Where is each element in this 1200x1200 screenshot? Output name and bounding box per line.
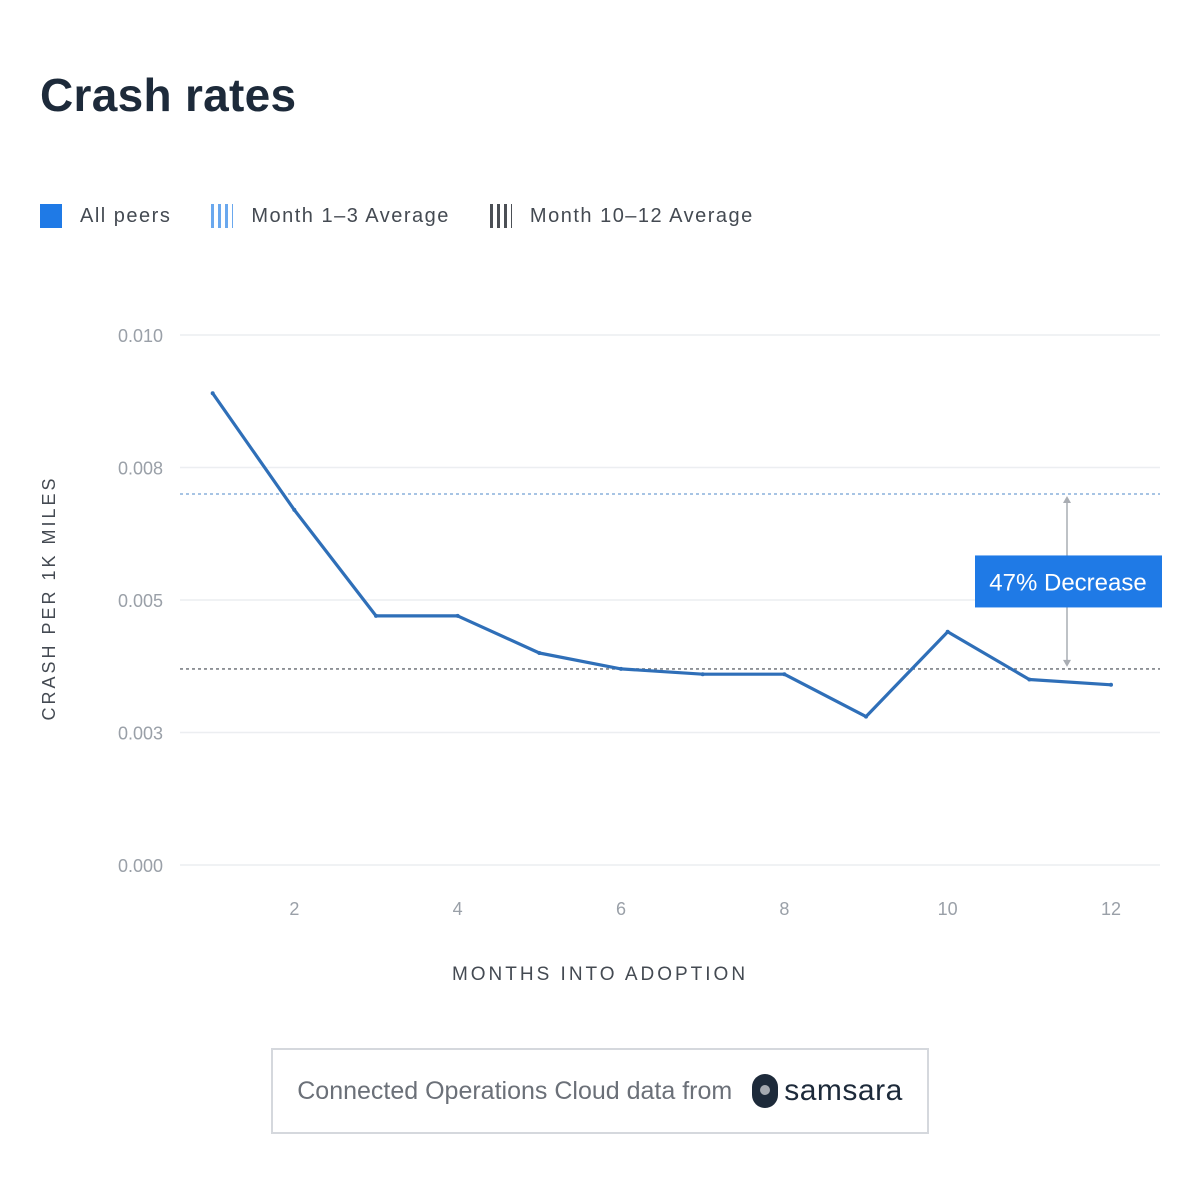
annotation-group: 47% Decrease: [975, 496, 1162, 667]
legend-item-month-1-3-average[interactable]: Month 1–3 Average: [211, 204, 450, 228]
legend-label-month-1-3: Month 1–3 Average: [251, 204, 450, 227]
legend-item-all-peers[interactable]: All peers: [40, 204, 171, 228]
y-tick-label: 0.000: [118, 856, 163, 876]
series-line-all-peers: [211, 391, 1113, 719]
legend-label-all-peers: All peers: [80, 204, 172, 227]
y-tick-label: 0.008: [118, 459, 163, 479]
chart-title: Crash rates: [40, 69, 297, 121]
data-point: [945, 629, 950, 634]
reference-lines: [180, 493, 1160, 670]
legend-swatch-month-1-3: [211, 204, 234, 228]
line-chart: 47% Decrease 0.000 0.003 0.005 0.008 0.010 2 4…: [39, 326, 1162, 985]
data-point: [455, 613, 460, 618]
x-tick-label: 12: [1101, 899, 1121, 919]
x-tick-label: 6: [616, 899, 626, 919]
y-tick-label: 0.003: [118, 724, 163, 744]
y-tick-label: 0.005: [118, 591, 163, 611]
legend-item-month-10-12-average[interactable]: Month 10–12 Average: [489, 204, 754, 228]
arrow-down-icon: [1063, 659, 1071, 667]
annotation-box: [975, 555, 1162, 608]
legend-swatch-all-peers: [40, 204, 62, 228]
data-point: [210, 391, 215, 396]
x-tick-label: 4: [453, 899, 463, 919]
annotation-label: 47% Decrease: [989, 569, 1146, 596]
legend-swatch-month-10-12: [489, 204, 512, 228]
brand-name: samsara: [784, 1074, 903, 1107]
tick-labels: 0.000 0.003 0.005 0.008 0.010 2 4 6 8 10 12: [118, 326, 1121, 919]
arrow-up-icon: [1063, 496, 1071, 503]
data-point: [1109, 682, 1113, 687]
footer-text: Connected Operations Cloud data from: [297, 1076, 733, 1105]
data-point: [374, 613, 378, 618]
samsara-mark-icon: [752, 1074, 779, 1108]
data-source-footer: Connected Operations Cloud data from sam…: [271, 1048, 929, 1134]
data-point: [864, 714, 868, 719]
y-axis-label: CRASH PER 1K MILES: [39, 475, 59, 720]
data-point: [619, 666, 623, 671]
data-point: [782, 672, 787, 677]
x-tick-label: 2: [289, 899, 299, 919]
data-point: [700, 672, 705, 677]
series-lines: [210, 391, 1113, 719]
legend-label-month-10-12: Month 10–12 Average: [529, 204, 754, 227]
data-point: [1027, 677, 1032, 682]
x-tick-label: 8: [779, 899, 789, 919]
chart-legend: All peers Month 1–3 Average Month 10–12 …: [40, 204, 794, 228]
data-point: [537, 651, 542, 655]
x-tick-label: 10: [938, 899, 958, 919]
y-tick-label: 0.010: [118, 326, 163, 346]
grid-lines: [180, 334, 1160, 866]
samsara-logo[interactable]: samsara: [752, 1074, 903, 1108]
x-axis-label: MONTHS INTO ADOPTION: [452, 964, 748, 985]
data-point: [292, 507, 297, 512]
